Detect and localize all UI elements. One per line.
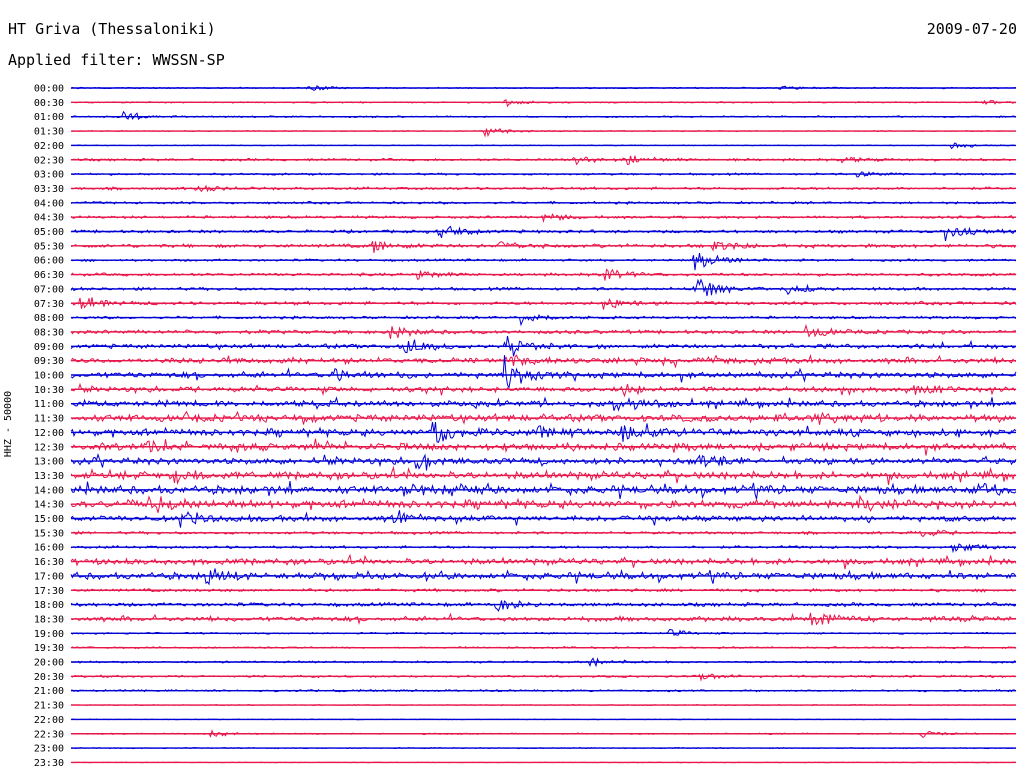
- row-time-label: 11:30: [34, 414, 64, 425]
- row-time-label: 04:30: [34, 213, 64, 224]
- seismic-trace: [70, 382, 1017, 398]
- row-time-label: 21:00: [34, 686, 64, 697]
- filter-label: Applied filter: WWSSN-SP: [8, 51, 225, 69]
- seismic-trace: [70, 612, 1017, 626]
- row-time-label: 06:00: [34, 256, 64, 267]
- seismic-trace: [70, 253, 1017, 271]
- seismic-trace: [70, 128, 1017, 138]
- row-time-label: 10:30: [34, 385, 64, 396]
- row-time-label: 12:30: [34, 442, 64, 453]
- row-time-label: 07:00: [34, 284, 64, 295]
- seismic-trace: [70, 313, 1017, 327]
- row-time-label: 03:00: [34, 170, 64, 181]
- seismic-trace: [70, 553, 1017, 570]
- row-time-label: 20:00: [34, 658, 64, 669]
- seismic-trace: [70, 600, 1017, 612]
- row-time-label: 19:00: [34, 629, 64, 640]
- row-time-label: 20:30: [34, 672, 64, 683]
- station-title: HT Griva (Thessaloniki): [8, 20, 216, 38]
- seismic-trace: [70, 494, 1017, 513]
- seismic-trace: [70, 629, 1017, 636]
- seismic-trace: [70, 225, 1017, 242]
- seismic-trace: [70, 323, 1017, 339]
- row-time-label: 15:00: [34, 514, 64, 525]
- row-time-label: 04:00: [34, 198, 64, 209]
- seismic-trace: [70, 240, 1017, 254]
- seismic-trace: [70, 568, 1017, 586]
- row-time-label: 23:00: [34, 744, 64, 755]
- row-time-label: 02:00: [34, 141, 64, 152]
- row-time-label: 11:00: [34, 399, 64, 410]
- row-time-label: 08:30: [34, 327, 64, 338]
- row-time-label: 00:00: [34, 84, 64, 95]
- row-time-label: 13:00: [34, 457, 64, 468]
- seismic-trace: [70, 278, 1017, 297]
- row-time-label: 01:00: [34, 112, 64, 123]
- row-time-label: 05:30: [34, 241, 64, 252]
- row-time-label: 10:00: [34, 371, 64, 382]
- row-time-label: 16:30: [34, 557, 64, 568]
- seismic-trace: [70, 672, 1017, 682]
- row-time-label: 15:30: [34, 528, 64, 539]
- row-time-label: 22:00: [34, 715, 64, 726]
- row-time-label: 13:30: [34, 471, 64, 482]
- row-time-label: 21:30: [34, 701, 64, 712]
- row-time-label: 23:30: [34, 758, 64, 769]
- seismic-trace: [70, 110, 1017, 121]
- row-time-label: 19:30: [34, 643, 64, 654]
- row-time-label: 14:30: [34, 500, 64, 511]
- row-time-label: 02:30: [34, 155, 64, 166]
- date-label: 2009-07-20: [926, 20, 1017, 38]
- row-time-label: 18:30: [34, 614, 64, 625]
- row-time-label: 12:00: [34, 428, 64, 439]
- row-time-label: 16:00: [34, 543, 64, 554]
- row-time-label: 00:30: [34, 98, 64, 109]
- seismic-trace: [70, 422, 1017, 443]
- row-time-label: 17:30: [34, 586, 64, 597]
- row-time-label: 01:30: [34, 127, 64, 138]
- row-time-label: 22:30: [34, 729, 64, 740]
- row-time-label: 09:00: [34, 342, 64, 353]
- row-time-label: 09:30: [34, 356, 64, 367]
- row-time-label: 18:00: [34, 600, 64, 611]
- row-time-label: 03:30: [34, 184, 64, 195]
- row-time-label: 05:00: [34, 227, 64, 238]
- row-time-label: 17:00: [34, 571, 64, 582]
- row-time-label: 08:00: [34, 313, 64, 324]
- seismic-trace: [70, 453, 1017, 471]
- row-time-label: 14:00: [34, 485, 64, 496]
- row-time-label: 07:30: [34, 299, 64, 310]
- seismic-trace: [70, 465, 1017, 486]
- row-time-label: 06:30: [34, 270, 64, 281]
